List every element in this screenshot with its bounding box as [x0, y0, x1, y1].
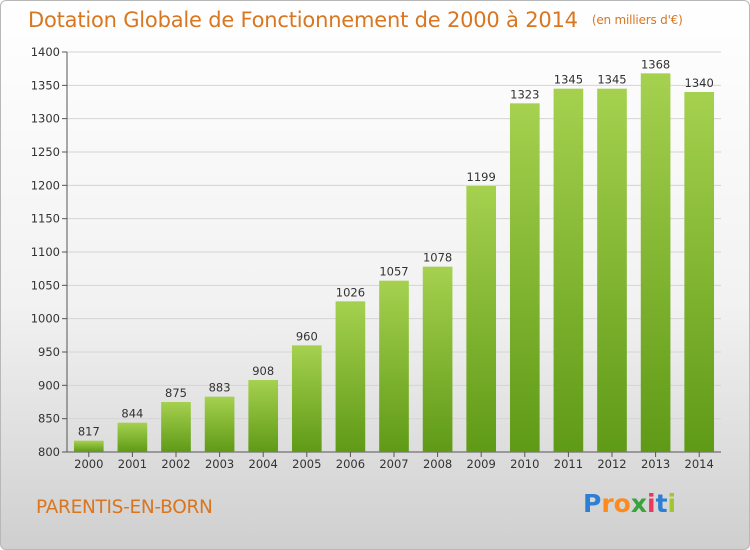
x-tick-label-2009: 2009: [467, 457, 496, 471]
bar-2009: [466, 186, 497, 452]
y-tick-label: 800: [38, 445, 60, 459]
bar-2014: [684, 92, 715, 452]
logo-letter: i: [647, 489, 656, 518]
x-tick-label-2008: 2008: [423, 457, 452, 471]
bar-2007: [379, 280, 409, 452]
x-tick-label-2004: 2004: [249, 457, 278, 471]
x-tick-label-2007: 2007: [379, 457, 408, 471]
y-tick-label: 1250: [31, 145, 60, 159]
bar-2003: [204, 396, 235, 452]
value-labels: 817 844 875 883 908 960 1026 1057 1078 1199 1323 13…: [78, 57, 714, 438]
value-label-2004: 908: [252, 364, 274, 378]
value-label-2000: 817: [78, 425, 100, 439]
chart-title-text: Dotation Globale de Fonctionnement de 20…: [28, 8, 578, 32]
x-tick-label-2006: 2006: [336, 457, 365, 471]
chart-subtitle: (en milliers d'€): [591, 13, 683, 27]
bar-2006: [335, 301, 366, 452]
y-tick-label: 1350: [31, 78, 60, 92]
y-tick-label: 1150: [31, 212, 60, 226]
logo-letter: x: [630, 489, 647, 518]
value-label-2007: 1057: [379, 265, 408, 279]
value-label-2011: 1345: [554, 73, 583, 87]
bars: [73, 73, 715, 453]
x-tick-label-2012: 2012: [597, 457, 626, 471]
bar-2001: [117, 422, 148, 452]
bar-2011: [553, 88, 584, 453]
y-tick-label: 1300: [31, 112, 60, 126]
value-label-2003: 883: [209, 381, 231, 395]
y-tick-label: 1100: [31, 245, 60, 259]
bar-2013: [640, 73, 671, 452]
x-tick-label-2002: 2002: [161, 457, 190, 471]
y-tick-label: 1000: [31, 312, 60, 326]
value-label-2012: 1345: [597, 73, 626, 87]
logo-letter: o: [613, 489, 631, 518]
x-tick-label-2014: 2014: [685, 457, 714, 471]
x-tick-label-2001: 2001: [118, 457, 147, 471]
value-label-2010: 1323: [510, 87, 539, 101]
y-tick-label: 950: [38, 345, 60, 359]
bar-2008: [422, 266, 453, 452]
y-tick-label: 1050: [31, 278, 60, 292]
chart-title: Dotation Globale de Fonctionnement de 20…: [28, 8, 683, 32]
bar-2005: [291, 345, 322, 452]
logo-letter: P: [583, 489, 602, 518]
logo-letter: i: [667, 489, 677, 518]
y-tick-label: 900: [38, 378, 60, 392]
bar-2010: [509, 103, 540, 452]
logo-letter: t: [655, 489, 668, 518]
value-label-2014: 1340: [685, 76, 714, 90]
value-label-2005: 960: [296, 329, 318, 343]
bar-2012: [597, 88, 627, 453]
x-tick-label-2005: 2005: [292, 457, 321, 471]
bar-2004: [248, 380, 279, 452]
value-label-2009: 1199: [467, 170, 496, 184]
y-tick-label: 850: [38, 412, 60, 426]
value-label-2008: 1078: [423, 251, 452, 265]
y-tick-label: 1400: [31, 45, 60, 59]
value-label-2002: 875: [165, 386, 187, 400]
bar-2002: [161, 402, 191, 452]
bar-2000: [73, 440, 104, 452]
tick-labels: 800 850 900 950 1000 1050 1100 1150 1200 1250 1300…: [31, 45, 714, 471]
value-label-2013: 1368: [641, 57, 670, 71]
value-label-2006: 1026: [336, 285, 365, 299]
x-tick-label-2010: 2010: [510, 457, 539, 471]
logo-letter: r: [601, 489, 614, 518]
x-tick-label-2000: 2000: [74, 457, 103, 471]
x-tick-label-2011: 2011: [554, 457, 583, 471]
value-label-2001: 844: [121, 407, 143, 421]
commune-name: PARENTIS-EN-BORN: [36, 497, 213, 518]
y-tick-label: 1200: [31, 178, 60, 192]
x-tick-label-2003: 2003: [205, 457, 234, 471]
x-tick-label-2013: 2013: [641, 457, 670, 471]
